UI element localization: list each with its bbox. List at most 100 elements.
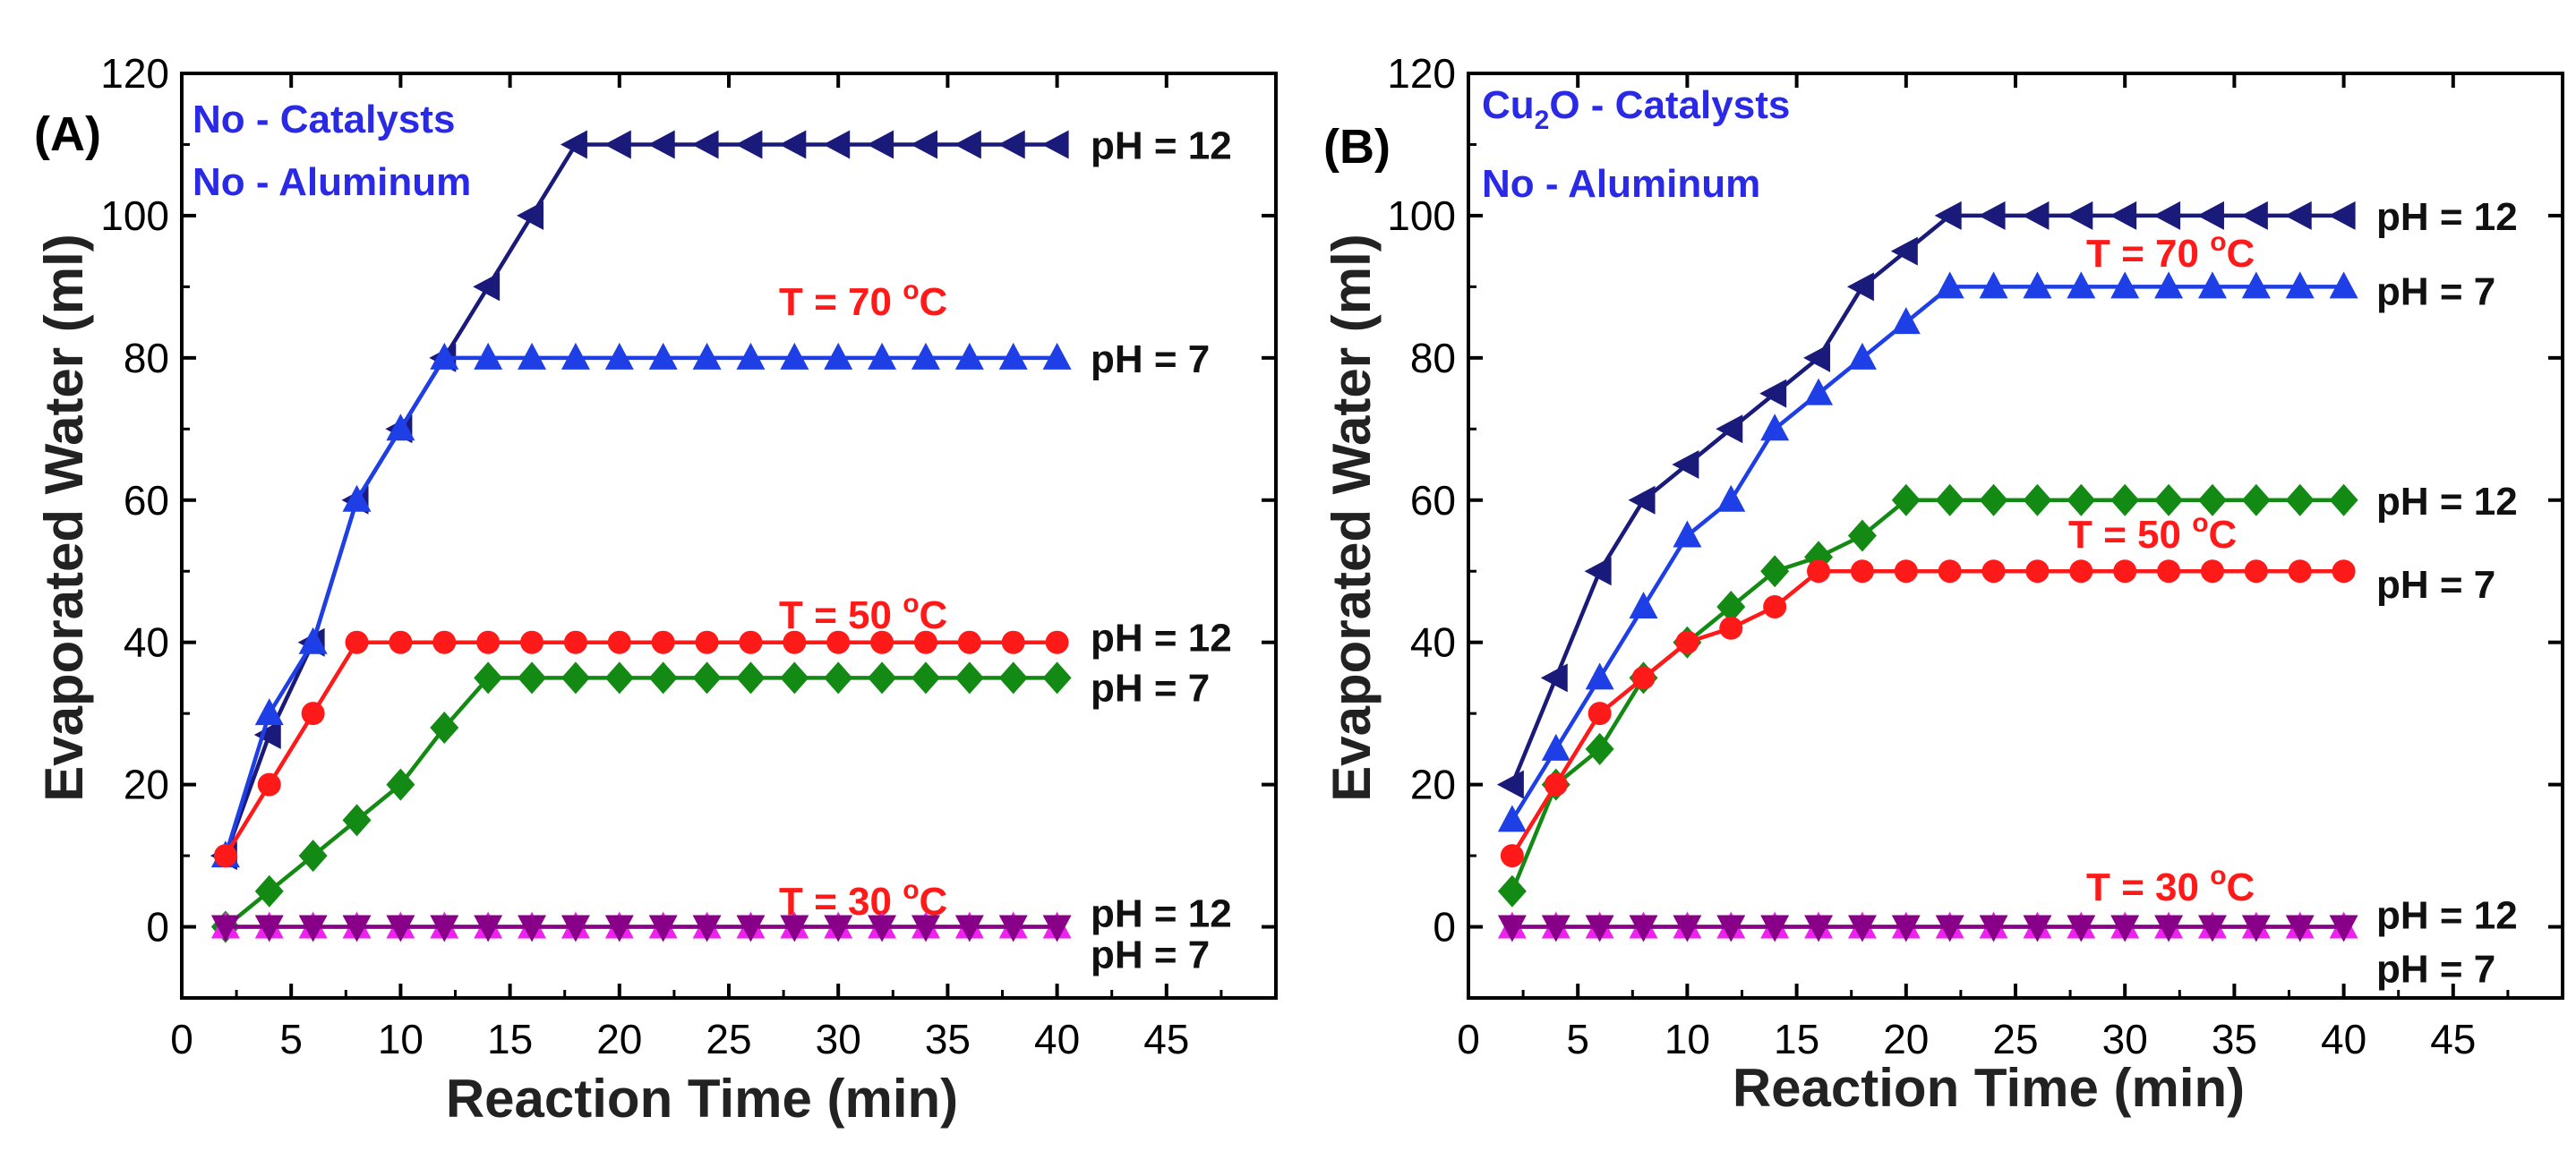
y-tick-label: 0 [146, 904, 169, 951]
data-point [2241, 271, 2271, 299]
data-point [1673, 520, 1702, 548]
series-5 [1497, 915, 2358, 942]
annotation-cat: Cu2O - Catalysts [1482, 83, 1790, 135]
x-tick-label: 30 [2102, 1016, 2148, 1062]
data-point [1719, 616, 1743, 640]
data-point [1763, 594, 1787, 618]
data-point [824, 915, 853, 942]
data-point [2200, 559, 2224, 584]
data-point [1935, 483, 1964, 516]
data-point [1938, 559, 1962, 584]
data-point [474, 661, 503, 695]
data-point [824, 342, 853, 370]
data-point [2023, 483, 2052, 516]
data-point [1631, 666, 1656, 690]
data-point [2197, 915, 2227, 942]
data-point [779, 130, 807, 159]
y-tick-label: 20 [124, 762, 169, 808]
chart-panel-a: 0 5 10 15 20 25 30 35 40 45 0 20 40 60 80 100 120 Reactio… [34, 50, 1278, 1129]
data-point [2023, 271, 2052, 299]
data-point [1847, 915, 1877, 942]
data-point [1804, 378, 1834, 405]
data-point [2157, 559, 2181, 584]
series-line [1510, 498, 2344, 892]
data-point [518, 661, 547, 695]
data-point [868, 915, 897, 942]
series-label: pH = 12 [1091, 892, 1232, 936]
series-label: pH = 12 [1091, 124, 1232, 167]
x-tick-label: 45 [1143, 1016, 1189, 1062]
x-tick-label: 25 [706, 1016, 751, 1062]
annotation-t50: T = 50 oC [2068, 508, 2237, 557]
data-point [2067, 271, 2096, 299]
data-point [2332, 559, 2356, 584]
annotation-t50: T = 50 oC [779, 589, 947, 637]
data-point [2284, 200, 2312, 230]
data-point [867, 130, 894, 159]
data-point [2067, 915, 2096, 942]
data-point [1675, 630, 1699, 654]
annotation-al: No - Aluminum [193, 160, 471, 204]
data-point [561, 915, 590, 942]
x-tick-label: 40 [1034, 1016, 1080, 1062]
series-label: pH = 12 [1091, 617, 1232, 661]
data-point [345, 630, 369, 654]
y-tick-label: 100 [100, 192, 169, 239]
data-point [474, 915, 503, 942]
data-point [2285, 915, 2315, 942]
x-tick-label: 20 [1883, 1016, 1929, 1062]
data-point [342, 915, 372, 942]
data-point [783, 630, 807, 654]
annotation-cat: No - Catalysts [193, 98, 455, 141]
data-point [604, 661, 634, 695]
data-point [1042, 915, 1072, 942]
data-point [563, 630, 587, 654]
x-tick-label: 40 [2321, 1016, 2366, 1062]
series-label: pH = 7 [2376, 269, 2495, 313]
data-point [1041, 130, 1069, 159]
data-point [430, 712, 459, 745]
data-point [1001, 630, 1025, 654]
data-point [1540, 663, 1568, 693]
data-point [2154, 271, 2184, 299]
data-point [254, 698, 284, 726]
data-point [913, 630, 937, 654]
series-1 [210, 342, 1072, 868]
data-point [648, 661, 678, 695]
data-point [1934, 200, 1962, 230]
data-point [210, 915, 240, 942]
data-point [1890, 236, 1918, 266]
data-point [692, 661, 722, 695]
series-label: pH = 12 [2376, 195, 2518, 239]
data-point [254, 915, 284, 942]
data-point [695, 630, 719, 654]
data-point [1541, 915, 1570, 942]
data-point [736, 661, 766, 695]
data-point [870, 630, 894, 654]
data-point [1807, 559, 1831, 584]
x-tick-label: 0 [1457, 1016, 1480, 1062]
data-point [1846, 272, 1874, 302]
series-5 [210, 915, 1072, 942]
data-point [826, 630, 851, 654]
data-point [911, 915, 940, 942]
data-point [298, 627, 328, 654]
data-point [1497, 805, 1527, 832]
data-point [1803, 343, 1831, 372]
data-point [298, 840, 328, 873]
annotation-t70: T = 70 oC [2086, 227, 2255, 276]
data-point [430, 342, 459, 370]
data-point [2110, 483, 2140, 516]
data-point [1847, 342, 1877, 370]
data-point [1672, 450, 1699, 480]
data-point [2110, 915, 2140, 942]
data-point [1760, 915, 1790, 942]
data-point [2329, 483, 2358, 516]
data-point [2022, 200, 2050, 230]
data-point [954, 342, 984, 370]
data-point [2285, 271, 2315, 299]
x-tick-label: 35 [2212, 1016, 2257, 1062]
data-point [1541, 733, 1570, 761]
series-label: pH = 7 [1091, 337, 1210, 381]
data-point [2329, 915, 2358, 942]
